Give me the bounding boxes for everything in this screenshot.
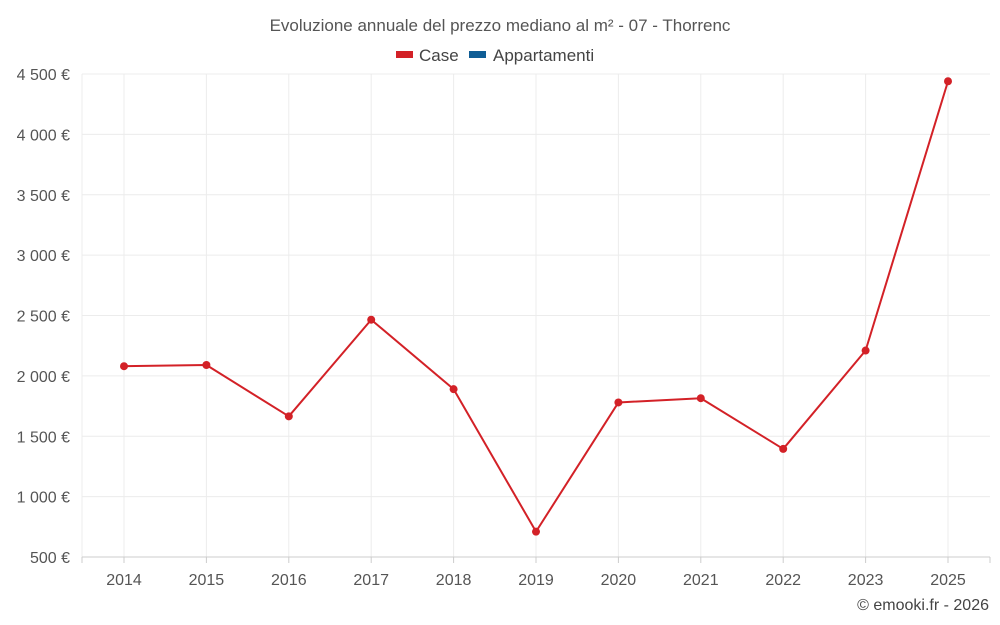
legend-swatch-case (396, 51, 413, 58)
legend-item-case[interactable]: Case (396, 46, 459, 65)
data-point-case-2014[interactable] (120, 362, 128, 371)
x-axis: 2014 2015 2016 2017 2018 2019 2020 2021 2022 2023… (81, 556, 991, 589)
y-tick-label: 500 € (30, 550, 70, 567)
y-tick-label: 2 500 € (17, 309, 70, 326)
chart-title: Evoluzione annuale del prezzo mediano al… (270, 16, 731, 35)
x-tick-label: 2018 (436, 572, 472, 589)
credit-text: © emooki.fr - 2026 (857, 597, 989, 614)
x-tick-label: 2015 (189, 572, 225, 589)
y-tick-label: 1 500 € (17, 429, 70, 446)
y-tick-label: 4 000 € (17, 127, 70, 144)
x-tick-label: 2016 (271, 572, 307, 589)
legend: Case Appartamenti (396, 46, 594, 65)
data-point-case-2022[interactable] (779, 444, 788, 453)
x-tick-label: 2025 (930, 572, 966, 589)
gridlines (81, 73, 990, 557)
data-point-case-2021[interactable] (696, 394, 705, 403)
data-point-case-2017[interactable] (367, 315, 376, 324)
y-tick-label: 3 000 € (17, 248, 70, 265)
y-tick-label: 4 500 € (17, 67, 70, 84)
data-point-case-2023[interactable] (861, 346, 870, 355)
x-tick-label: 2021 (683, 572, 719, 589)
y-tick-label: 1 000 € (17, 490, 70, 507)
data-point-case-2016[interactable] (284, 412, 293, 421)
legend-label-appartamenti: Appartamenti (493, 46, 594, 65)
x-tick-label: 2017 (353, 572, 389, 589)
x-tick-label: 2014 (106, 572, 142, 589)
y-tick-label: 3 500 € (17, 188, 70, 205)
x-tick-label: 2020 (601, 572, 637, 589)
series-case (120, 77, 952, 536)
data-point-case-2018[interactable] (449, 385, 458, 394)
y-axis: 500 € 1 000 € 1 500 € 2 000 € 2 500 € 3 000 €… (17, 67, 70, 567)
data-point-case-2019[interactable] (532, 527, 540, 536)
legend-item-appartamenti[interactable]: Appartamenti (469, 46, 594, 65)
x-tick-label: 2022 (765, 572, 801, 589)
x-tick-label: 2023 (848, 572, 884, 589)
data-point-case-2025[interactable] (944, 77, 952, 86)
data-point-case-2020[interactable] (614, 398, 623, 407)
legend-label-case: Case (419, 46, 459, 65)
legend-swatch-appartamenti (469, 51, 486, 58)
data-point-case-2015[interactable] (202, 361, 211, 370)
y-tick-label: 2 000 € (17, 369, 70, 386)
x-tick-label: 2019 (518, 572, 554, 589)
